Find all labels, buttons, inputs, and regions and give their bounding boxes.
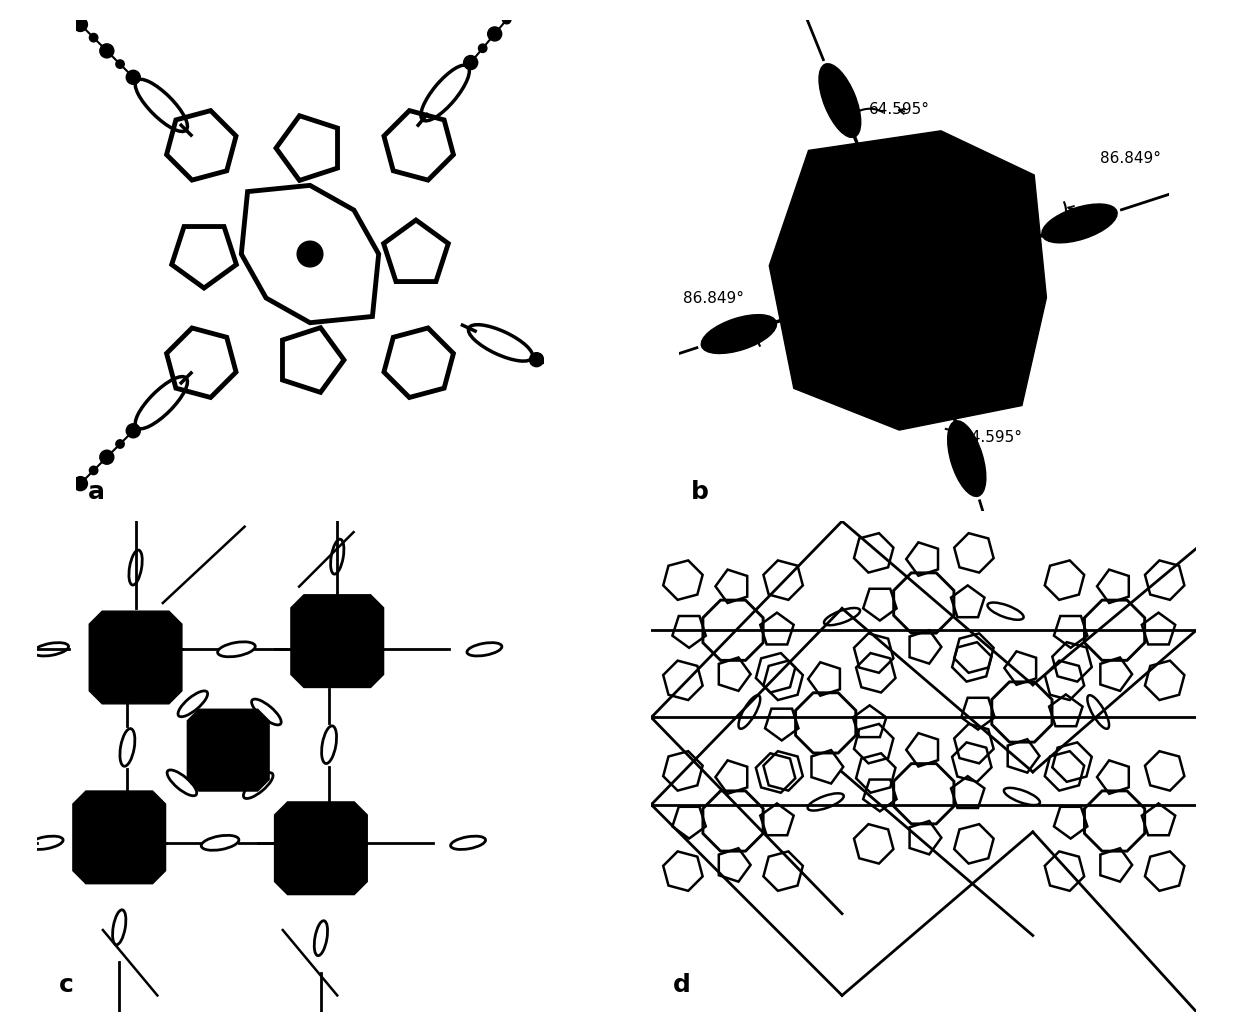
Circle shape (598, 384, 611, 399)
Circle shape (479, 44, 487, 52)
Circle shape (100, 451, 114, 464)
Circle shape (126, 424, 140, 437)
Circle shape (100, 44, 114, 58)
Polygon shape (769, 131, 1047, 430)
Circle shape (563, 369, 578, 382)
Circle shape (115, 60, 124, 68)
Polygon shape (274, 802, 367, 894)
Circle shape (631, 400, 645, 414)
Circle shape (487, 27, 502, 41)
Ellipse shape (818, 63, 861, 138)
Circle shape (298, 241, 322, 267)
Polygon shape (187, 709, 269, 791)
Text: 86.849°: 86.849° (1100, 150, 1162, 166)
Polygon shape (89, 611, 182, 704)
Circle shape (73, 17, 87, 32)
Text: b: b (691, 479, 708, 504)
Text: c: c (60, 973, 74, 997)
Polygon shape (73, 791, 166, 884)
Circle shape (63, 7, 72, 15)
Ellipse shape (702, 315, 776, 354)
Polygon shape (291, 595, 383, 688)
Circle shape (47, 0, 61, 5)
Circle shape (73, 476, 87, 491)
Circle shape (618, 394, 625, 404)
Text: 64.595°: 64.595° (869, 101, 930, 117)
Circle shape (47, 503, 61, 517)
Circle shape (115, 439, 124, 449)
Circle shape (549, 364, 558, 372)
Ellipse shape (1042, 204, 1117, 243)
Text: d: d (673, 973, 691, 997)
Circle shape (529, 353, 543, 367)
Text: a: a (88, 480, 105, 504)
Text: 64.595°: 64.595° (962, 430, 1023, 446)
Circle shape (89, 466, 98, 474)
Circle shape (14, 516, 48, 551)
Circle shape (502, 15, 511, 24)
Circle shape (63, 493, 72, 501)
Circle shape (583, 379, 591, 387)
Text: 86.849°: 86.849° (683, 290, 744, 306)
Circle shape (126, 71, 140, 84)
Circle shape (464, 55, 477, 69)
Ellipse shape (947, 421, 986, 497)
Circle shape (89, 34, 98, 42)
Circle shape (512, 0, 526, 12)
